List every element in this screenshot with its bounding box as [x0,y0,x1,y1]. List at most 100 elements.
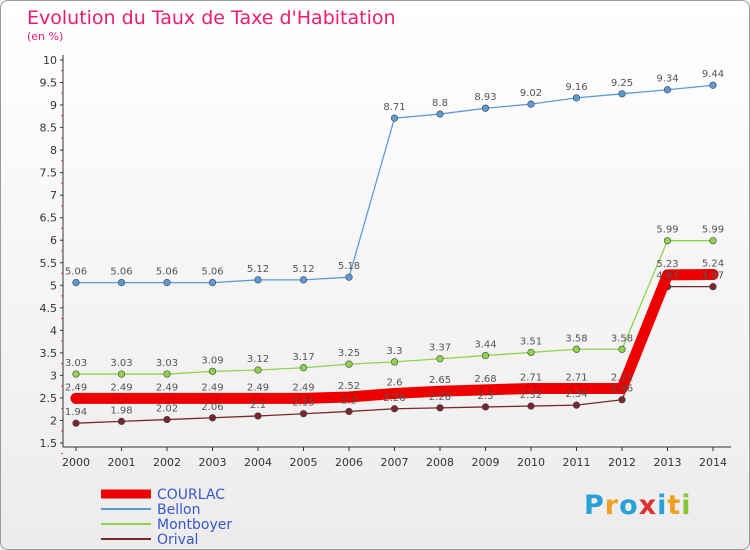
data-label-courlac: 2.49 [65,382,87,393]
data-point-montboyer [481,351,490,360]
legend-label-montboyer: Montboyer [157,517,232,533]
data-point-montboyer [117,370,126,378]
data-point-courlac [525,383,537,394]
data-point-orival [709,283,717,291]
data-label-orival: 2.46 [611,384,633,395]
data-point-courlac [70,393,82,404]
x-tick-label: 2004 [244,456,272,469]
data-point-bellon [618,90,626,98]
data-point-orival [345,407,353,416]
data-label-courlac: 2.6 [387,377,403,388]
data-label-orival: 2.34 [565,389,587,400]
data-label-courlac: 2.65 [429,375,451,386]
data-label-montboyer: 5.99 [702,225,724,236]
data-point-orival [72,419,80,427]
data-label-courlac: 2.52 [338,381,360,392]
data-point-bellon [254,276,262,284]
y-tick-label: 10 [43,54,57,67]
data-point-orival [208,414,217,422]
data-point-orival [117,417,126,425]
data-point-courlac [116,393,127,404]
data-label-bellon: 5.18 [338,261,360,272]
x-tick-label: 2010 [517,456,545,469]
x-tick-label: 2005 [290,456,318,469]
data-point-orival [436,404,444,412]
logo-letter: o [619,490,639,521]
legend-label-courlac: COURLAC [157,487,225,503]
data-labels: 2.49 2.49 2.49 2.49 2.49 2.49 2.52 2.6 2.65 2.68 2… [65,69,724,418]
data-label-courlac: 2.68 [474,374,496,385]
logo-letter: i [657,490,668,521]
y-tick-label: 3 [50,369,57,382]
data-point-bellon [390,114,399,122]
data-point-bellon [299,276,308,284]
y-tick-label: 7 [50,189,57,202]
data-label-bellon: 5.06 [65,267,87,278]
data-point-courlac [298,393,309,404]
data-label-orival: 2.15 [292,398,314,409]
data-point-courlac [343,391,355,403]
data-point-bellon [163,278,171,287]
data-label-montboyer: 3.03 [110,358,132,369]
data-point-courlac [662,269,673,281]
data-point-montboyer [390,358,399,366]
data-point-montboyer [709,237,717,245]
data-point-montboyer [663,237,672,245]
data-label-montboyer: 3.12 [247,354,269,365]
logo-letter: r [604,490,620,521]
y-tick-label: 9 [50,99,57,112]
x-tick-label: 2003 [199,456,227,469]
data-point-courlac [571,383,582,394]
data-point-bellon [663,86,672,94]
data-point-orival [163,415,171,424]
y-tick-label: 9.5 [40,77,58,90]
y-tick-label: 2.5 [40,392,58,405]
data-label-orival: 2.28 [429,392,451,403]
data-label-courlac: 2.71 [565,372,587,383]
legend-label-orival: Orival [157,532,198,548]
logo-letter: i [681,490,692,521]
data-label-orival: 2.26 [383,393,405,404]
legend-label-bellon: Bellon [157,502,200,518]
data-label-bellon: 5.12 [292,264,314,275]
data-label-orival: 2.2 [341,395,357,406]
logo-letter: x [638,490,658,521]
data-label-montboyer: 3.51 [520,336,542,347]
y-tick-label: 2 [50,414,57,427]
data-point-montboyer [254,366,262,374]
data-point-bellon [572,94,581,102]
chart-subtitle: (en %) [27,30,64,43]
data-label-montboyer: 3.44 [474,340,496,351]
data-point-bellon [436,110,444,118]
x-tick-label: 2000 [62,456,90,469]
data-label-courlac: 2.49 [156,382,178,393]
data-point-orival [618,396,626,404]
data-label-montboyer: 3.37 [429,343,451,354]
data-label-orival: 2.3 [478,391,494,402]
data-label-orival: 2.32 [520,390,542,401]
data-label-montboyer: 5.99 [656,225,678,236]
y-tick-label: 1.5 [40,437,58,450]
data-label-orival: 4.97 [656,271,678,282]
data-label-orival: 1.94 [65,407,87,418]
series-lines [70,81,719,427]
data-point-courlac [616,383,628,394]
data-label-montboyer: 3.03 [65,358,87,369]
data-label-bellon: 9.34 [656,74,678,85]
data-label-courlac: 5.24 [702,258,724,269]
data-point-montboyer [299,364,308,372]
data-label-courlac: 2.49 [201,382,223,393]
data-label-montboyer: 3.3 [387,346,403,357]
data-point-orival [254,412,262,420]
data-point-montboyer [208,367,217,375]
x-tick-label: 2011 [563,456,591,469]
y-tick-label: 8.5 [40,122,58,135]
data-point-courlac [207,393,218,404]
y-tick-label: 8 [50,144,57,157]
data-label-courlac: 2.49 [292,382,314,393]
x-tick-label: 2014 [699,456,727,469]
y-tick-label: 5 [50,279,57,292]
y-tick-label: 6 [50,234,57,247]
